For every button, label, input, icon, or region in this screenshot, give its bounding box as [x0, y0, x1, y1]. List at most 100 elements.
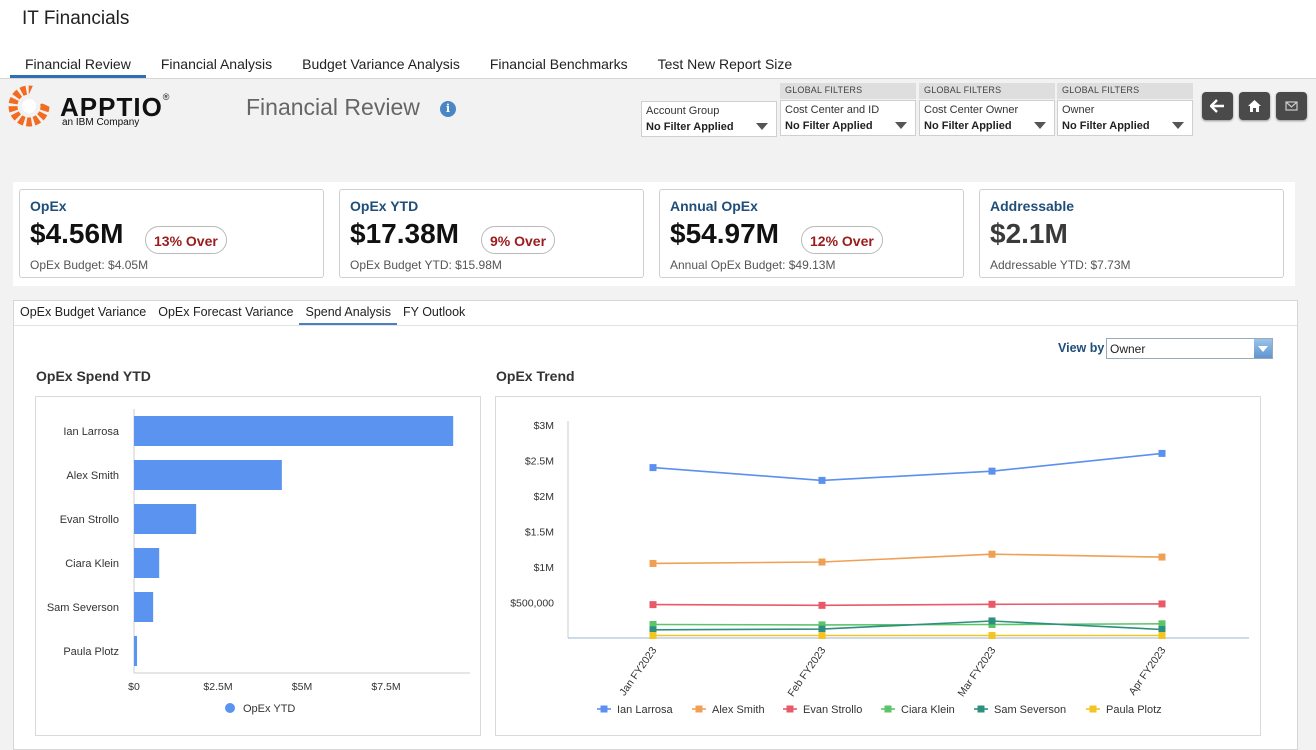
filter-owner[interactable]: Owner No Filter Applied — [1057, 100, 1193, 136]
bar-chart-container: Ian Larrosa Alex Smith Evan Strollo Ciara K… — [35, 396, 481, 736]
point-ciara-klein[interactable] — [649, 621, 657, 629]
mail-icon — [1285, 101, 1298, 111]
point-sam-severson[interactable] — [818, 625, 826, 633]
bar-ciara-klein[interactable] — [134, 548, 160, 578]
point-paula-plotz[interactable] — [988, 632, 996, 640]
kpi-variance-badge: 9% Over — [481, 226, 556, 254]
legend-label[interactable]: Alex Smith — [712, 704, 765, 716]
chevron-down-icon — [756, 123, 768, 130]
line-evan-strollo — [652, 603, 1163, 607]
tab-opex-budget-variance[interactable]: OpEx Budget Variance — [20, 305, 147, 319]
tab-spend-analysis[interactable]: Spend Analysis — [299, 301, 397, 325]
filter-account-group[interactable]: Account Group No Filter Applied — [641, 101, 777, 137]
legend-swatch — [884, 705, 892, 713]
kpi-card-annual-opex: Annual OpEx $54.97M 12% Over Annual OpEx… — [659, 189, 964, 278]
tab-fy-outlook[interactable]: FY Outlook — [402, 305, 466, 319]
bar-paula-plotz[interactable] — [134, 636, 138, 666]
tab-financial-benchmarks[interactable]: Financial Benchmarks — [489, 56, 628, 72]
kpi-value: $54.97M — [670, 218, 779, 249]
bar-alex-smith[interactable] — [134, 460, 282, 490]
bar-category-label: Sam Severson — [47, 602, 119, 614]
legend-label[interactable]: Paula Plotz — [1106, 704, 1162, 716]
sub-tab-bar: OpEx Budget Variance OpEx Forecast Varia… — [14, 301, 471, 325]
filter-label: Account Group — [646, 105, 720, 117]
legend-label[interactable]: Ciara Klein — [901, 704, 955, 716]
view-by-select[interactable]: Owner — [1106, 338, 1273, 359]
point-ian-larrosa[interactable] — [988, 467, 996, 475]
bar-category-label: Ian Larrosa — [63, 426, 120, 438]
bar-category-label: Paula Plotz — [63, 646, 119, 658]
legend-swatch — [600, 705, 608, 713]
filter-cost-center-and-id[interactable]: Cost Center and ID No Filter Applied — [780, 100, 916, 136]
line-chart-title: OpEx Trend — [496, 368, 575, 384]
point-ciara-klein[interactable] — [1158, 620, 1166, 628]
x-tick-label: $7.5M — [371, 681, 400, 693]
kpi-budget: Annual OpEx Budget: $49.13M — [670, 258, 836, 272]
point-sam-severson[interactable] — [649, 626, 657, 634]
y-tick-label: $1.5M — [525, 527, 554, 539]
point-sam-severson[interactable] — [1158, 625, 1166, 633]
tab-opex-forecast-variance[interactable]: OpEx Forecast Variance — [158, 305, 294, 319]
point-evan-strollo[interactable] — [818, 601, 826, 609]
point-ciara-klein[interactable] — [988, 621, 996, 629]
kpi-value: $2.1M — [990, 218, 1068, 249]
filter-value: No Filter Applied — [1062, 120, 1150, 132]
logo-wordmark: APPTIO® — [60, 92, 171, 122]
point-ian-larrosa[interactable] — [818, 476, 826, 484]
point-paula-plotz[interactable] — [649, 632, 657, 640]
opex-spend-ytd-chart: Ian Larrosa Alex Smith Evan Strollo Ciara K… — [47, 409, 470, 715]
sub-tab-divider — [14, 325, 1297, 326]
kpi-variance-badge: 13% Over — [145, 226, 227, 254]
filter-cost-center-owner[interactable]: Cost Center Owner No Filter Applied — [919, 100, 1055, 136]
legend-label[interactable]: Ian Larrosa — [617, 704, 674, 716]
bar-chart-title: OpEx Spend YTD — [36, 368, 151, 384]
legend-label[interactable]: Evan Strollo — [803, 704, 862, 716]
kpi-value: $4.56M — [30, 218, 124, 249]
point-evan-strollo[interactable] — [988, 600, 996, 608]
chevron-down-icon — [1034, 122, 1046, 129]
report-title: Financial Review — [246, 94, 420, 120]
point-ciara-klein[interactable] — [818, 621, 826, 629]
bar-category-label: Evan Strollo — [60, 514, 119, 526]
bar-sam-severson[interactable] — [134, 592, 154, 622]
filter-value: No Filter Applied — [924, 120, 1012, 132]
global-filters-tag: GLOBAL FILTERS — [780, 83, 916, 99]
legend-swatch — [786, 705, 794, 713]
apptio-logo-icon — [8, 84, 61, 127]
tab-financial-analysis[interactable]: Financial Analysis — [160, 56, 273, 72]
legend-swatch — [977, 705, 985, 713]
bar-ian-larrosa[interactable] — [134, 416, 454, 446]
home-button[interactable] — [1239, 92, 1270, 120]
point-sam-severson[interactable] — [988, 617, 996, 625]
point-ian-larrosa[interactable] — [1158, 449, 1166, 457]
info-icon[interactable]: i — [440, 101, 456, 117]
chevron-down-icon[interactable] — [1254, 339, 1272, 358]
x-tick-label: Feb FY2023 — [785, 645, 828, 699]
kpi-card-opex-ytd: OpEx YTD $17.38M 9% Over OpEx Budget YTD… — [339, 189, 644, 278]
email-button[interactable] — [1276, 92, 1307, 120]
filter-label: Cost Center and ID — [785, 104, 880, 116]
legend-label[interactable]: Sam Severson — [994, 704, 1066, 716]
point-alex-smith[interactable] — [988, 550, 996, 558]
point-evan-strollo[interactable] — [1158, 600, 1166, 608]
point-paula-plotz[interactable] — [818, 632, 826, 640]
point-evan-strollo[interactable] — [649, 601, 657, 609]
tab-budget-variance-analysis[interactable]: Budget Variance Analysis — [302, 56, 460, 72]
bar-evan-strollo[interactable] — [134, 504, 197, 534]
point-alex-smith[interactable] — [649, 559, 657, 567]
point-alex-smith[interactable] — [1158, 553, 1166, 561]
point-ian-larrosa[interactable] — [649, 464, 657, 472]
line-chart-container: $500,000 $1M $1.5M $2M $2.5M $3M Jan FY2023 Feb… — [495, 396, 1261, 736]
point-paula-plotz[interactable] — [1158, 632, 1166, 640]
filter-value: No Filter Applied — [785, 120, 873, 132]
line-sam-severson — [652, 620, 1163, 631]
tab-financial-review[interactable]: Financial Review — [10, 49, 146, 78]
tab-test-new-report-size[interactable]: Test New Report Size — [657, 56, 793, 72]
chevron-down-icon — [895, 122, 907, 129]
back-button[interactable] — [1202, 92, 1233, 120]
point-alex-smith[interactable] — [818, 558, 826, 566]
y-tick-label: $3M — [534, 420, 554, 432]
bar-category-label: Ciara Klein — [65, 558, 119, 570]
kpi-variance-badge: 12% Over — [801, 226, 883, 254]
back-arrow-icon — [1210, 99, 1224, 113]
